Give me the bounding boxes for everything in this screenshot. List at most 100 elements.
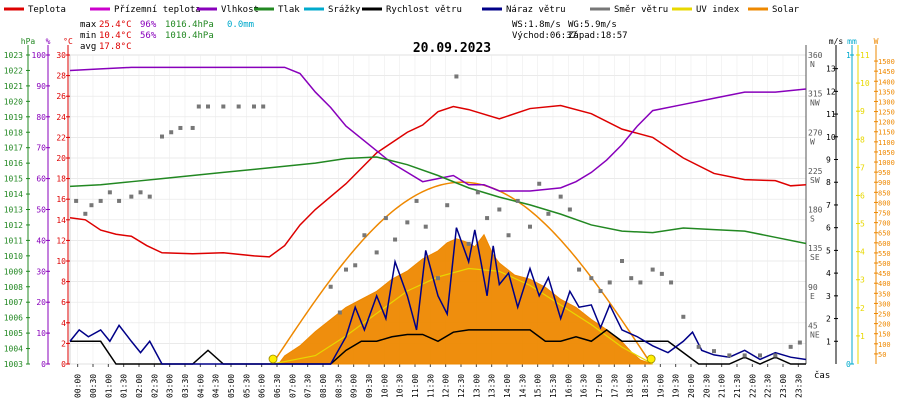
x-tick-label: 15:30 xyxy=(549,374,558,398)
stat-sunset: Západ:18:57 xyxy=(568,31,628,41)
axis-celsius-tick-label: 26 xyxy=(56,92,66,101)
axis-direction-deg-label: 360 xyxy=(808,51,823,60)
x-tick-label: 04:00 xyxy=(196,374,205,398)
x-tick-label: 18:00 xyxy=(626,374,635,398)
axis-solar-tick-label: 1450 xyxy=(878,68,895,76)
series-direction-point xyxy=(797,340,802,345)
series-direction-point xyxy=(589,276,594,281)
series-direction-point xyxy=(475,190,480,195)
series-direction-point xyxy=(393,237,398,242)
axis-celsius-tick-label: 20 xyxy=(56,154,66,163)
series-direction-point xyxy=(261,104,266,109)
series-direction-point xyxy=(107,190,112,195)
axis-solar-tick-label: 1200 xyxy=(878,119,895,127)
series-line-náraz-větru xyxy=(69,227,807,365)
series-direction-point xyxy=(659,271,664,276)
axis-uv-tick-label: 1 xyxy=(860,332,865,341)
x-tick-label: 04:30 xyxy=(212,374,221,398)
x-tick-label: 01:00 xyxy=(104,374,113,398)
axis-hpa-title: hPa xyxy=(21,37,36,46)
axis-solar-tick-label: 350 xyxy=(878,290,891,298)
sunrise-marker xyxy=(268,354,278,364)
stats-panel: max 25.4°C 96% 1016.4hPa 0.0mm min 10.4°… xyxy=(80,20,628,52)
axis-percent-tick-label: 100 xyxy=(32,51,47,60)
axis-hpa-tick-label: 1020 xyxy=(4,97,23,106)
x-tick-label: 02:00 xyxy=(135,374,144,398)
axis-direction-deg-label: 180 xyxy=(808,206,823,215)
x-tick-label: 12:30 xyxy=(457,374,466,398)
legend-label: Přízemní teplota xyxy=(114,5,201,15)
x-tick-label: 09:00 xyxy=(350,374,359,398)
x-tick-label: 09:30 xyxy=(365,374,374,398)
legend-label: Rychlost větru xyxy=(386,5,462,15)
axis-direction-dir-label: N xyxy=(810,60,815,69)
axis-uv-tick-label: 2 xyxy=(860,304,865,313)
axis-uv-tick-label: 3 xyxy=(860,276,865,285)
axis-celsius-tick-label: 8 xyxy=(61,278,66,287)
stat-min-label: min xyxy=(80,31,96,41)
series-direction-point xyxy=(454,74,459,79)
series-direction-point xyxy=(74,198,79,203)
axis-ms-tick-label: 4 xyxy=(826,269,831,278)
axis-solar-tick-label: 1150 xyxy=(878,129,895,137)
axis-solar-tick-label: 1350 xyxy=(878,88,895,96)
series-direction-point xyxy=(515,198,520,203)
x-tick-label: 18:30 xyxy=(641,374,650,398)
series-direction-point xyxy=(577,267,582,272)
axis-direction-deg-label: 315 xyxy=(808,90,823,99)
x-tick-label: 01:30 xyxy=(120,374,129,398)
series-direction-point xyxy=(528,224,532,229)
series-direction-point xyxy=(681,314,686,319)
legend-label: Solar xyxy=(772,5,800,15)
axis-ms-tick-label: 6 xyxy=(826,224,831,233)
axis-mm-tick-label: 0 xyxy=(846,360,851,369)
series-direction-point xyxy=(497,207,502,212)
series-direction-point xyxy=(344,267,348,272)
axis-percent-tick-label: 50 xyxy=(36,206,46,215)
axis-celsius-tick-label: 14 xyxy=(56,216,66,225)
axis-ms-tick-label: 2 xyxy=(826,315,831,324)
axis-celsius-tick-label: 10 xyxy=(56,257,66,266)
stat-avg-label: avg xyxy=(80,42,96,52)
axis-direction-deg-label: 270 xyxy=(808,128,823,137)
stat-max-label: max xyxy=(80,20,97,30)
x-tick-label: 11:00 xyxy=(411,374,420,398)
axis-hpa-tick-label: 1012 xyxy=(4,221,23,230)
axis-solar-tick-label: 1300 xyxy=(878,98,895,106)
stat-min-hum: 56% xyxy=(140,31,157,41)
axis-direction-dir-label: E xyxy=(810,292,815,301)
axis-celsius-title: °C xyxy=(63,37,73,46)
axes: 1003100410051006100710081009101010111012… xyxy=(4,37,895,398)
series-direction-point xyxy=(252,104,256,109)
axis-solar-tick-label: 150 xyxy=(878,331,891,339)
axis-uv-tick-label: 8 xyxy=(860,135,865,144)
series-direction-point xyxy=(727,353,732,358)
x-tick-label: 10:30 xyxy=(396,374,405,398)
x-tick-label: 22:30 xyxy=(764,374,773,398)
series-direction-point xyxy=(353,263,358,268)
series-direction-point xyxy=(537,181,542,186)
x-tick-label: 08:00 xyxy=(319,374,328,398)
x-tick-label: 12:00 xyxy=(442,374,451,398)
series-direction-point xyxy=(607,280,612,285)
legend-label: Vlhkost xyxy=(221,5,259,15)
series-line-tlak xyxy=(69,156,807,245)
axis-solar-title: W xyxy=(874,37,879,46)
x-tick-label: 21:00 xyxy=(718,374,727,398)
axis-ms-title: m/s xyxy=(829,37,844,46)
x-tick-label: 06:30 xyxy=(273,374,282,398)
series-line-teplota xyxy=(69,104,807,258)
axis-hpa-tick-label: 1015 xyxy=(4,175,23,184)
series-direction-point xyxy=(638,280,643,285)
stat-ws: WS:1.8m/s xyxy=(512,20,561,30)
x-tick-label: 02:30 xyxy=(150,374,159,398)
x-tick-label: 05:30 xyxy=(242,374,251,398)
axis-celsius-tick-label: 6 xyxy=(61,298,66,307)
stat-wg: WG:5.9m/s xyxy=(568,20,617,30)
solar-clear-sky-curve xyxy=(271,181,651,365)
axis-direction-dir-label: SW xyxy=(810,176,820,185)
axis-celsius-tick-label: 24 xyxy=(56,113,66,122)
axis-ms-tick-label: 3 xyxy=(826,292,831,301)
